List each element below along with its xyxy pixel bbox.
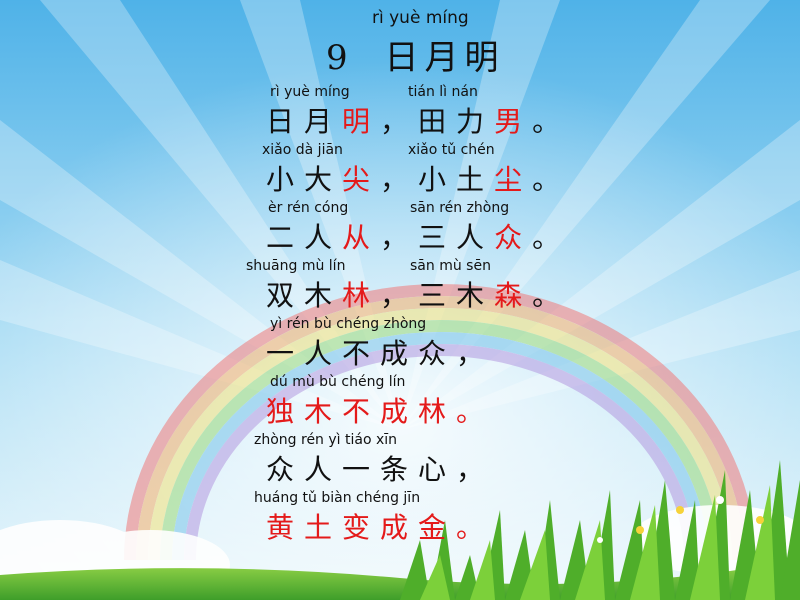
line-1-pinyin-b: tián lì nán: [408, 84, 478, 100]
line-2-text: 小大尖，小土尘。: [266, 163, 571, 196]
lesson-number: 9: [326, 38, 354, 78]
line-3-text: 二人从，三人众。: [266, 221, 571, 254]
line-3-pinyin-b: sān rén zhòng: [410, 200, 510, 216]
line-8-pinyin: huáng tǔ biàn chéng jīn: [254, 490, 421, 506]
line-6-pinyin: dú mù bù chéng lín: [270, 374, 406, 390]
line-4-pinyin-b: sān mù sēn: [410, 258, 491, 274]
line-6-text: 独木不成林。: [266, 395, 495, 428]
line-7-text: 众人一条心，: [266, 453, 495, 486]
lesson-title: 9 日月明: [326, 30, 504, 79]
title-pinyin: rì yuè míng: [372, 8, 469, 28]
line-3-pinyin-a: èr rén cóng: [268, 200, 349, 216]
line-1-text: 日月明，田力男。: [266, 105, 571, 138]
line-8-text: 黄土变成金。: [266, 511, 495, 544]
line-2-pinyin-b: xiǎo tǔ chén: [408, 142, 495, 158]
lesson-title-text: 日月明: [384, 38, 505, 78]
line-7-pinyin: zhòng rén yì tiáo xīn: [254, 432, 398, 448]
line-1-pinyin-a: rì yuè míng: [270, 84, 350, 100]
line-5-pinyin: yì rén bù chéng zhòng: [270, 316, 427, 332]
line-5-text: 一人不成众，: [266, 337, 495, 370]
line-4-pinyin-a: shuāng mù lín: [246, 258, 346, 274]
line-2-pinyin-a: xiǎo dà jiān: [262, 142, 343, 158]
line-4-text: 双木林，三木森。: [266, 279, 571, 312]
